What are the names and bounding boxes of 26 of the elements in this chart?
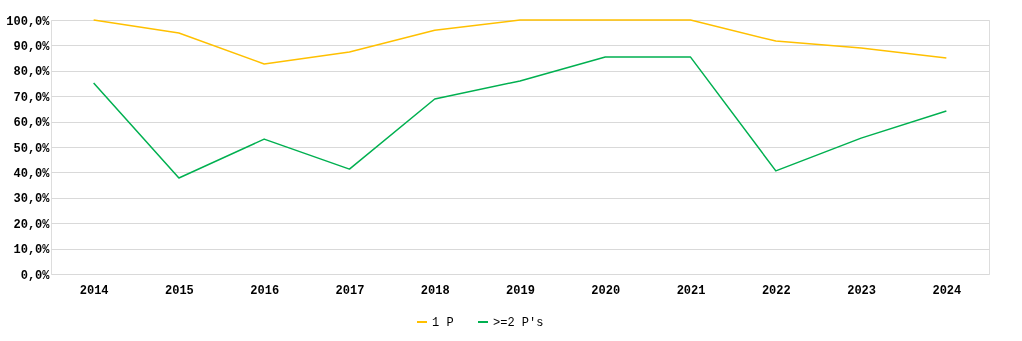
legend-label: >=2 P's bbox=[493, 316, 544, 330]
x-tick-label: 2019 bbox=[506, 283, 535, 298]
x-tick-label: 2016 bbox=[250, 283, 280, 298]
line-series bbox=[92, 19, 948, 65]
x-tick-label: 2021 bbox=[676, 283, 706, 298]
x-tick-label: 2015 bbox=[165, 283, 194, 298]
x-tick-label: 2022 bbox=[761, 283, 791, 298]
y-tick-label: 40,0% bbox=[13, 166, 51, 181]
y-tick-label: 30,0% bbox=[13, 192, 51, 207]
y-tick-label: 60,0% bbox=[13, 116, 51, 131]
y-tick-label: 80,0% bbox=[13, 65, 51, 80]
x-tick-label: 2024 bbox=[932, 283, 962, 298]
y-tick-label: 10,0% bbox=[13, 243, 51, 258]
y-tick-label: 0,0% bbox=[20, 268, 51, 283]
x-tick-label: 2020 bbox=[591, 283, 621, 298]
x-tick-label: 2014 bbox=[79, 283, 109, 298]
y-tick-label: 70,0% bbox=[13, 90, 51, 105]
y-tick-label: 100,0% bbox=[6, 14, 51, 29]
y-tick-label: 90,0% bbox=[13, 39, 51, 54]
x-tick-label: 2018 bbox=[420, 283, 450, 298]
y-tick-label: 50,0% bbox=[13, 141, 51, 156]
legend-label: 1 P bbox=[432, 316, 454, 330]
x-tick-label: 2023 bbox=[847, 283, 876, 298]
x-tick-label: 2017 bbox=[335, 283, 365, 298]
y-tick-label: 20,0% bbox=[13, 217, 51, 232]
line-series bbox=[92, 56, 948, 179]
